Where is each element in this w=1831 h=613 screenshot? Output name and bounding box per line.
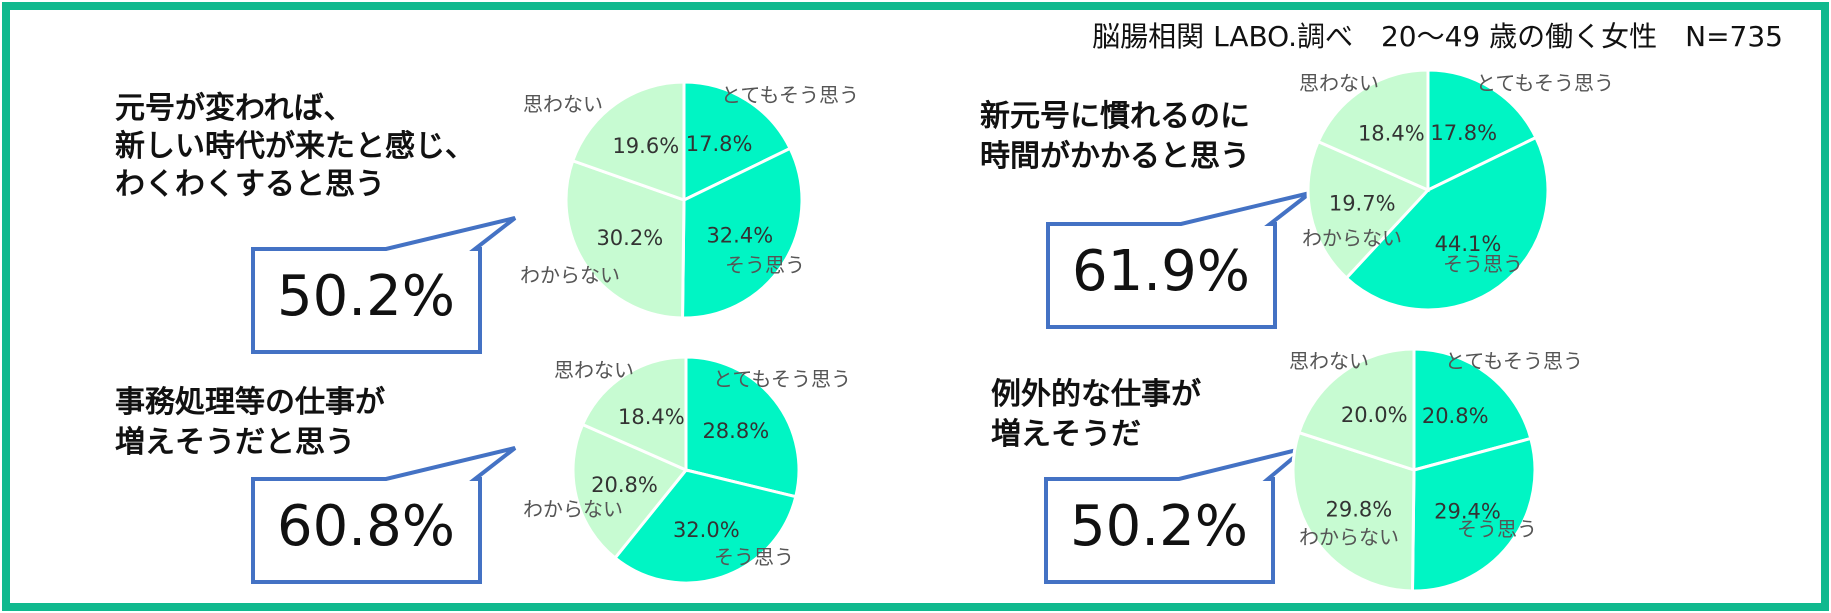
question-text: 新元号に慣れるのに時間がかかると思う [980,99,1250,174]
question-line: 事務処理等の仕事が [115,385,385,420]
pie-panel-4: 例外的な仕事が増えそうだ 50.2% 20.8% 29.4% 29.8% 20.0% とても… [991,347,1583,593]
highlight-value: 50.2% [277,264,455,329]
slice-category-label: わからない [1299,525,1399,549]
pie-slice [1344,135,1550,312]
pie-slice [570,80,686,203]
highlight-value: 60.8% [277,494,455,559]
slice-value-label: 32.0% [673,518,740,542]
pie-panel-3: 事務処理等の仕事が増えそうだと思う 60.8% 28.8% 32.0% 20.8% 18.… [115,355,851,585]
slice-category-label: 思わない [1299,71,1379,95]
callout-box [251,446,517,584]
pie-slice [682,80,793,203]
pie-slice [1291,430,1416,593]
slice-category-label: 思わない [1289,349,1369,373]
pie-slice [580,355,688,473]
pie-panel-2: 新元号に慣れるのに時間がかかると思う 61.9% 17.8% 44.1% 19.7% 18… [980,68,1614,329]
question-text: 事務処理等の仕事が増えそうだと思う [115,385,385,460]
question-text: 例外的な仕事が増えそうだ [991,377,1201,452]
slice-value-label: 29.4% [1434,500,1501,524]
question-line: 時間がかかると思う [980,139,1250,174]
pie-slice [1412,347,1533,472]
slice-category-label: わからない [1302,226,1402,250]
slice-category-label: そう思う [714,545,794,569]
pie-slice [1297,347,1416,473]
slice-value-label: 20.8% [1422,404,1489,428]
callout-box [1044,446,1307,584]
highlight-value: 61.9% [1072,239,1250,304]
highlight-value: 50.2% [1070,494,1248,559]
pie-slice [1316,68,1430,193]
pie-panel-1: 元号が変われば、新しい時代が来たと感じ、わくわくすると思う 50.2% 17.8% 3… [115,80,859,354]
slice-value-label: 18.4% [618,405,685,429]
slice-category-label: そう思う [725,253,805,277]
question-line: 新元号に慣れるのに [980,99,1250,134]
slice-value-label: 17.8% [686,132,753,156]
source-note: 脳腸相関 LABO.調べ 20～49 歳の働く女性 N=735 [1092,20,1783,53]
slice-value-label: 32.4% [706,223,773,247]
pie-slice [1426,68,1538,193]
pie-slice [612,468,798,585]
slice-value-label: 19.7% [1329,192,1396,216]
slice-category-label: とてもそう思う [1476,71,1614,95]
slice-value-label: 29.8% [1326,498,1393,522]
slice-category-label: とてもそう思う [721,83,859,107]
slice-category-label: そう思う [1443,252,1523,276]
slice-category-label: わからない [523,497,623,521]
slice-value-label: 30.2% [596,226,663,250]
slice-category-label: とてもそう思う [713,367,851,391]
slice-category-label: 思わない [554,358,634,382]
pie-slice [1306,139,1431,281]
question-line: 増えそうだと思う [115,425,355,460]
question-line: 増えそうだ [991,417,1141,452]
slice-value-label: 18.4% [1358,122,1425,146]
slice-value-label: 19.6% [612,134,679,158]
question-line: わくわくすると思う [115,167,385,202]
slice-category-label: そう思う [1457,517,1537,541]
question-text: 元号が変われば、新しい時代が来たと感じ、わくわくすると思う [115,91,475,202]
slice-category-label: 思わない [523,92,603,116]
callout-box [1046,191,1312,329]
question-line: 元号が変われば、 [115,91,354,126]
pie-slice [564,158,686,320]
question-line: 新しい時代が来たと感じ、 [115,129,475,164]
question-line: 例外的な仕事が [991,377,1201,412]
pie-slice [684,355,801,499]
callout-box [251,216,517,354]
pie-slice [1410,436,1537,593]
slice-value-label: 20.8% [591,473,658,497]
slice-category-label: とてもそう思う [1445,349,1583,373]
slice-value-label: 44.1% [1435,232,1502,256]
slice-value-label: 20.0% [1341,403,1408,427]
slice-category-label: わからない [520,263,620,287]
slice-value-label: 17.8% [1430,121,1497,145]
slice-value-label: 28.8% [702,419,769,443]
pie-slice [681,146,804,320]
